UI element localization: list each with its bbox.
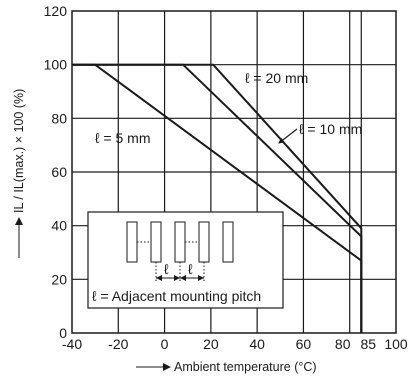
y-tick-label: 120 [44,3,68,19]
pitch-arrow-mid-left [174,275,180,281]
y-tick-label: 100 [44,57,68,73]
series-label-l20: ℓ = 20 mm [245,70,308,86]
inset-caption: ℓ = Adjacent mounting pitch [92,288,261,304]
mounting-pitch-inset: ℓ ℓ ℓ = Adjacent mounting pitch [87,211,284,309]
series-lines [72,63,363,333]
y-tick-label: 20 [51,271,67,287]
pitch-arrow-mid-right [180,275,186,281]
pitch-symbol-2: ℓ [188,261,193,277]
pitch-arrow-left [156,275,162,281]
x-tick-label: 100 [384,336,408,352]
y-axis-title: IL / IL(max.) × 100 (%) [12,89,26,213]
y-tick-label: 80 [51,110,67,126]
y-tick-label: 40 [51,218,67,234]
pitch-arrow-right [198,275,204,281]
tick-labels: -40 -20 0 20 40 60 80 85 100 0 20 40 60 80 100 120 [44,3,408,352]
x-tick-label: -40 [62,336,82,352]
x-axis-title-group: Ambient temperature (°C) [136,360,317,374]
l10-leader-arrow [278,128,298,144]
plot-frame [71,10,397,334]
inset-component-2 [150,221,162,263]
y-tick-label: 0 [59,325,67,341]
x-tick-label: 40 [249,336,265,352]
x-tick-label: 60 [296,336,312,352]
y-axis-title-group: IL / IL(max.) × 100 (%) [12,89,26,258]
x-tick-label: 85 [360,336,376,352]
y-tick-label: 60 [51,164,67,180]
inset-component-1 [126,221,138,263]
series-label-l10: ℓ = 10 mm [299,121,362,137]
inset-component-4 [198,221,210,263]
x-tick-label: 20 [203,336,219,352]
x-axis-title: Ambient temperature (°C) [174,360,317,374]
series-line-3 [72,63,363,333]
x-tick-label: -20 [108,336,128,352]
inset-component-3 [174,221,186,263]
inset-component-5 [222,221,234,263]
x-tick-label: 0 [161,336,169,352]
pitch-symbol-1: ℓ [164,261,169,277]
series-label-l5: ℓ = 5 mm [95,130,150,146]
x-tick-label: 80 [335,336,351,352]
